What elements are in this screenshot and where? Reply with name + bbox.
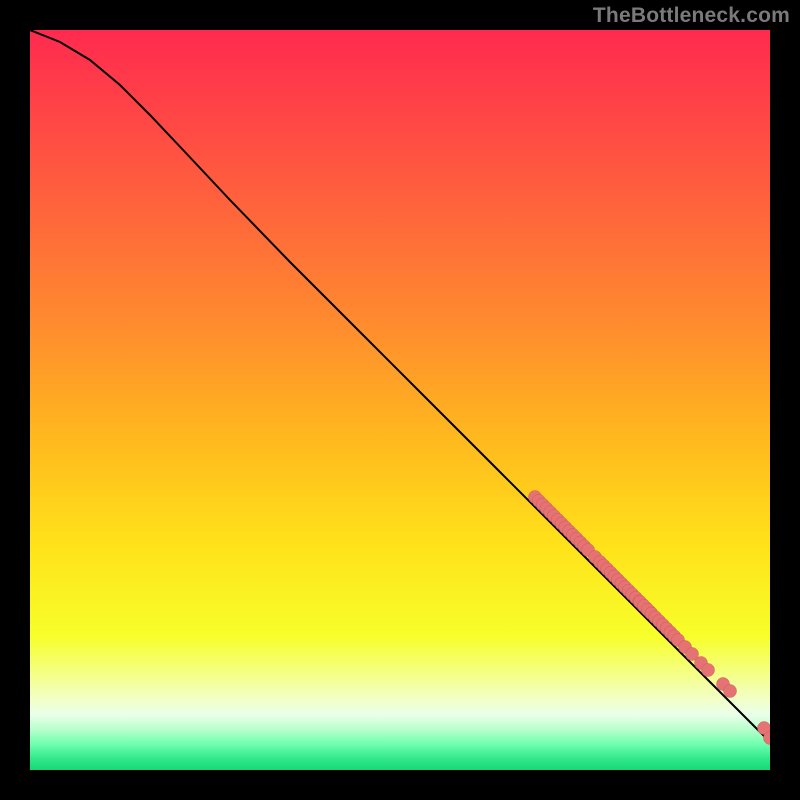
curve-layer [30, 30, 770, 770]
main-curve [30, 30, 770, 742]
marker-dot [702, 664, 715, 677]
figure-canvas: TheBottleneck.com [0, 0, 800, 800]
plot-area [30, 30, 770, 770]
marker-dot [724, 685, 737, 698]
watermark-text: TheBottleneck.com [593, 4, 790, 28]
